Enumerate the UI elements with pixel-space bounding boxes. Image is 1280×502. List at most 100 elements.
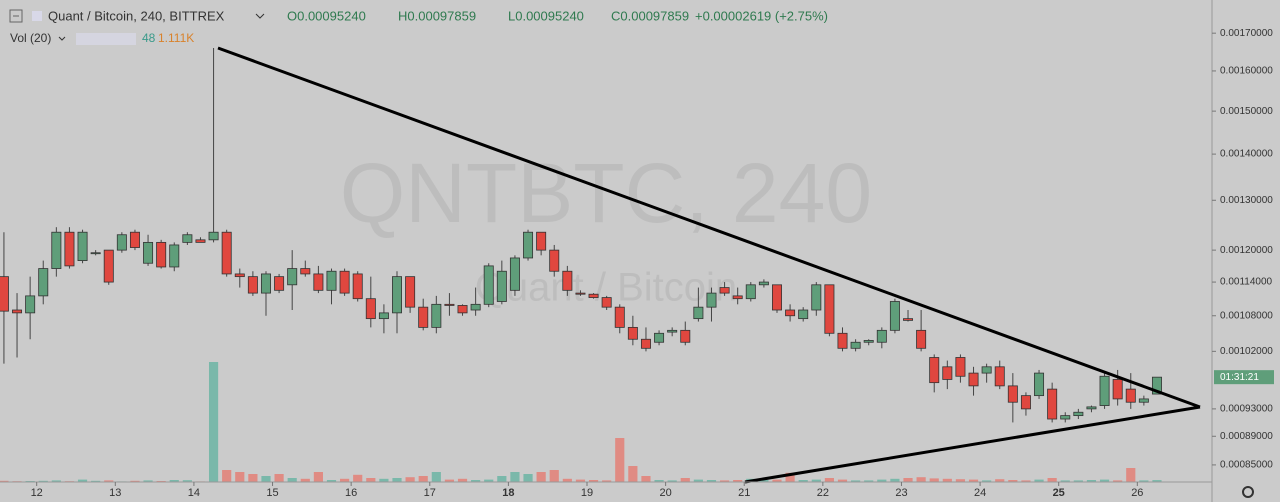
candle-body [811, 284, 822, 311]
candle-body [274, 276, 285, 291]
candle-body [195, 239, 206, 243]
volume-bar [562, 478, 572, 482]
candle-body [798, 309, 809, 320]
y-tick-label: 0.00108000 [1220, 310, 1273, 321]
candle-body [1112, 379, 1123, 400]
candle-body [719, 287, 730, 294]
volume-bar [1126, 468, 1136, 482]
candle-body [260, 273, 271, 294]
volume-bar [300, 478, 310, 482]
candle-body [169, 244, 180, 268]
candle-body [1034, 372, 1045, 397]
candle-body [981, 366, 992, 374]
volume-bar [1047, 478, 1057, 482]
volume-bar [523, 474, 533, 482]
volume-bar [824, 478, 834, 482]
volume-bar [588, 480, 599, 482]
candle-body [1073, 411, 1084, 417]
volume-bar [379, 478, 389, 482]
x-tick-label: 26 [1131, 487, 1143, 499]
volume-bar [1060, 480, 1070, 482]
candle-body [90, 252, 101, 255]
candle-body [549, 249, 560, 272]
y-tick-label: 0.00130000 [1220, 195, 1273, 206]
volume-bar [208, 362, 219, 482]
x-tick-label: 17 [424, 487, 436, 499]
candle-body [287, 268, 298, 286]
candle-body [824, 284, 835, 334]
volume-bar [706, 480, 717, 482]
indicator-buttons[interactable] [76, 33, 136, 45]
x-tick-label: 15 [266, 487, 278, 499]
volume-bar [510, 472, 520, 482]
candle-body [444, 303, 455, 306]
candle-body [745, 284, 756, 300]
candle-body [1138, 398, 1149, 403]
candle-body [483, 265, 494, 305]
volume-value: 48 [142, 31, 156, 45]
candle-body [25, 295, 36, 314]
candle-body [680, 329, 691, 343]
candle-body [300, 268, 311, 275]
collapse-icon[interactable] [9, 9, 23, 23]
ohlc-close: C0.00097859 [611, 8, 689, 23]
volume-bar [982, 480, 992, 482]
volume-bar [1086, 480, 1097, 482]
volume-bar [733, 480, 743, 482]
volume-label[interactable]: Vol (20) [10, 31, 51, 45]
candle-body [221, 231, 232, 275]
candle-body [509, 257, 520, 291]
volume-bar [38, 480, 48, 482]
volume-bar [248, 474, 258, 482]
candle-body [588, 293, 599, 298]
candle-body [667, 329, 678, 333]
settings-icon[interactable] [1242, 486, 1254, 498]
candle-body [903, 318, 914, 321]
volume-bar [169, 480, 179, 482]
volume-bar [877, 479, 887, 482]
volume-bar [1021, 480, 1031, 482]
plot [0, 48, 1162, 482]
symbol[interactable]: Quant / Bitcoin, 240, BITTREX [48, 8, 225, 23]
dropdown[interactable] [255, 13, 265, 19]
candle-body [601, 297, 612, 308]
candle-body [496, 270, 507, 302]
countdown: 01:31:21 [1220, 372, 1259, 383]
volume-bar [890, 478, 900, 482]
volume-bar [457, 478, 468, 482]
volume-bar [602, 480, 612, 482]
volume-bar [995, 479, 1005, 482]
x-tick-label: 23 [895, 487, 907, 499]
candle-body [313, 273, 324, 291]
ohlc-low: L0.00095240 [508, 8, 584, 23]
candle-body [431, 303, 442, 328]
ohlc-high: H0.00097859 [398, 8, 476, 23]
volume-bar [916, 477, 926, 482]
volume-bar [864, 480, 874, 482]
volume-bar [536, 472, 546, 482]
volume-bar [837, 479, 848, 482]
volume-bar [77, 479, 88, 482]
candle-body [536, 231, 547, 251]
volume-bar [91, 480, 101, 482]
volume-bar [1152, 480, 1162, 482]
candle-body [876, 329, 887, 343]
volume-bar [851, 480, 861, 482]
candle-body [326, 270, 337, 291]
volume-bar [392, 478, 402, 482]
dropdown[interactable] [58, 36, 66, 41]
volume-bar [1139, 480, 1149, 482]
candle-body [77, 231, 88, 261]
candle-body [365, 298, 376, 320]
volume-bar [418, 476, 428, 482]
candle-body [785, 309, 796, 317]
x-tick-label: 19 [581, 487, 593, 499]
symbol-icon [32, 11, 42, 21]
volume-bar [759, 480, 769, 482]
volume-bar [942, 478, 952, 482]
volume-bar [929, 478, 939, 482]
countdown-box [1214, 370, 1274, 385]
candle-body [523, 231, 534, 259]
candle-body [1007, 385, 1018, 403]
candle-body [732, 295, 743, 300]
